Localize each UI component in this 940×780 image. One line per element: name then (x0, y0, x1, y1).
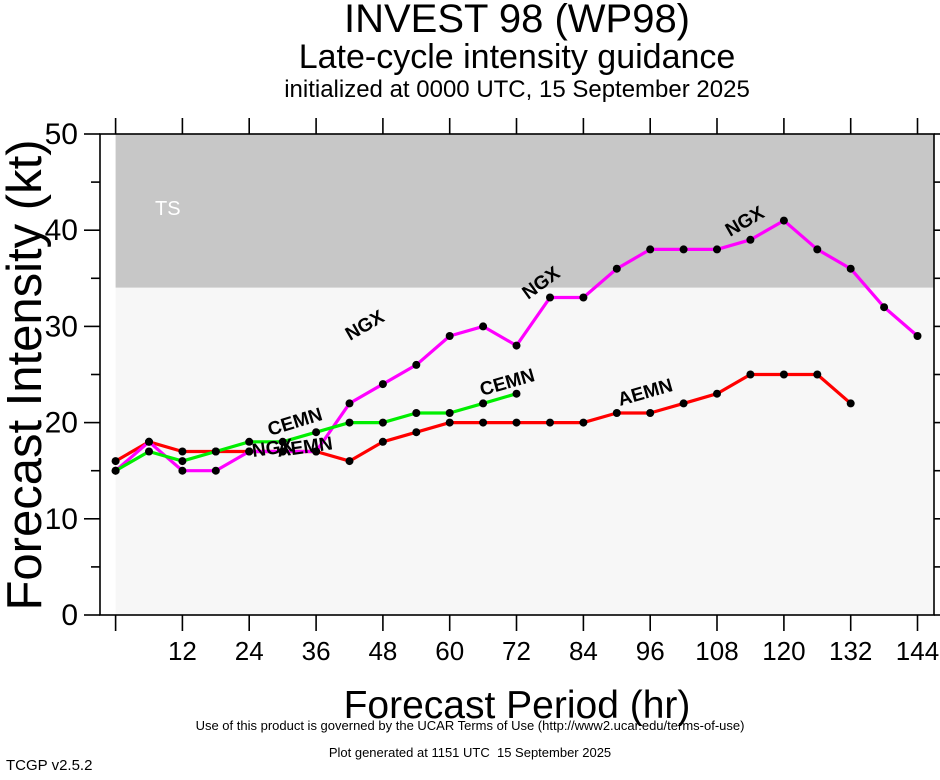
svg-text:24: 24 (235, 636, 264, 666)
svg-text:96: 96 (636, 636, 665, 666)
svg-text:108: 108 (695, 636, 738, 666)
svg-text:48: 48 (368, 636, 397, 666)
svg-text:72: 72 (502, 636, 531, 666)
svg-text:12: 12 (168, 636, 197, 666)
svg-text:132: 132 (829, 636, 872, 666)
svg-text:84: 84 (569, 636, 598, 666)
svg-text:60: 60 (435, 636, 464, 666)
svg-text:36: 36 (302, 636, 331, 666)
svg-text:144: 144 (896, 636, 939, 666)
svg-text:120: 120 (762, 636, 805, 666)
svg-text:0: 0 (61, 599, 78, 632)
svg-text:TS: TS (155, 198, 181, 220)
